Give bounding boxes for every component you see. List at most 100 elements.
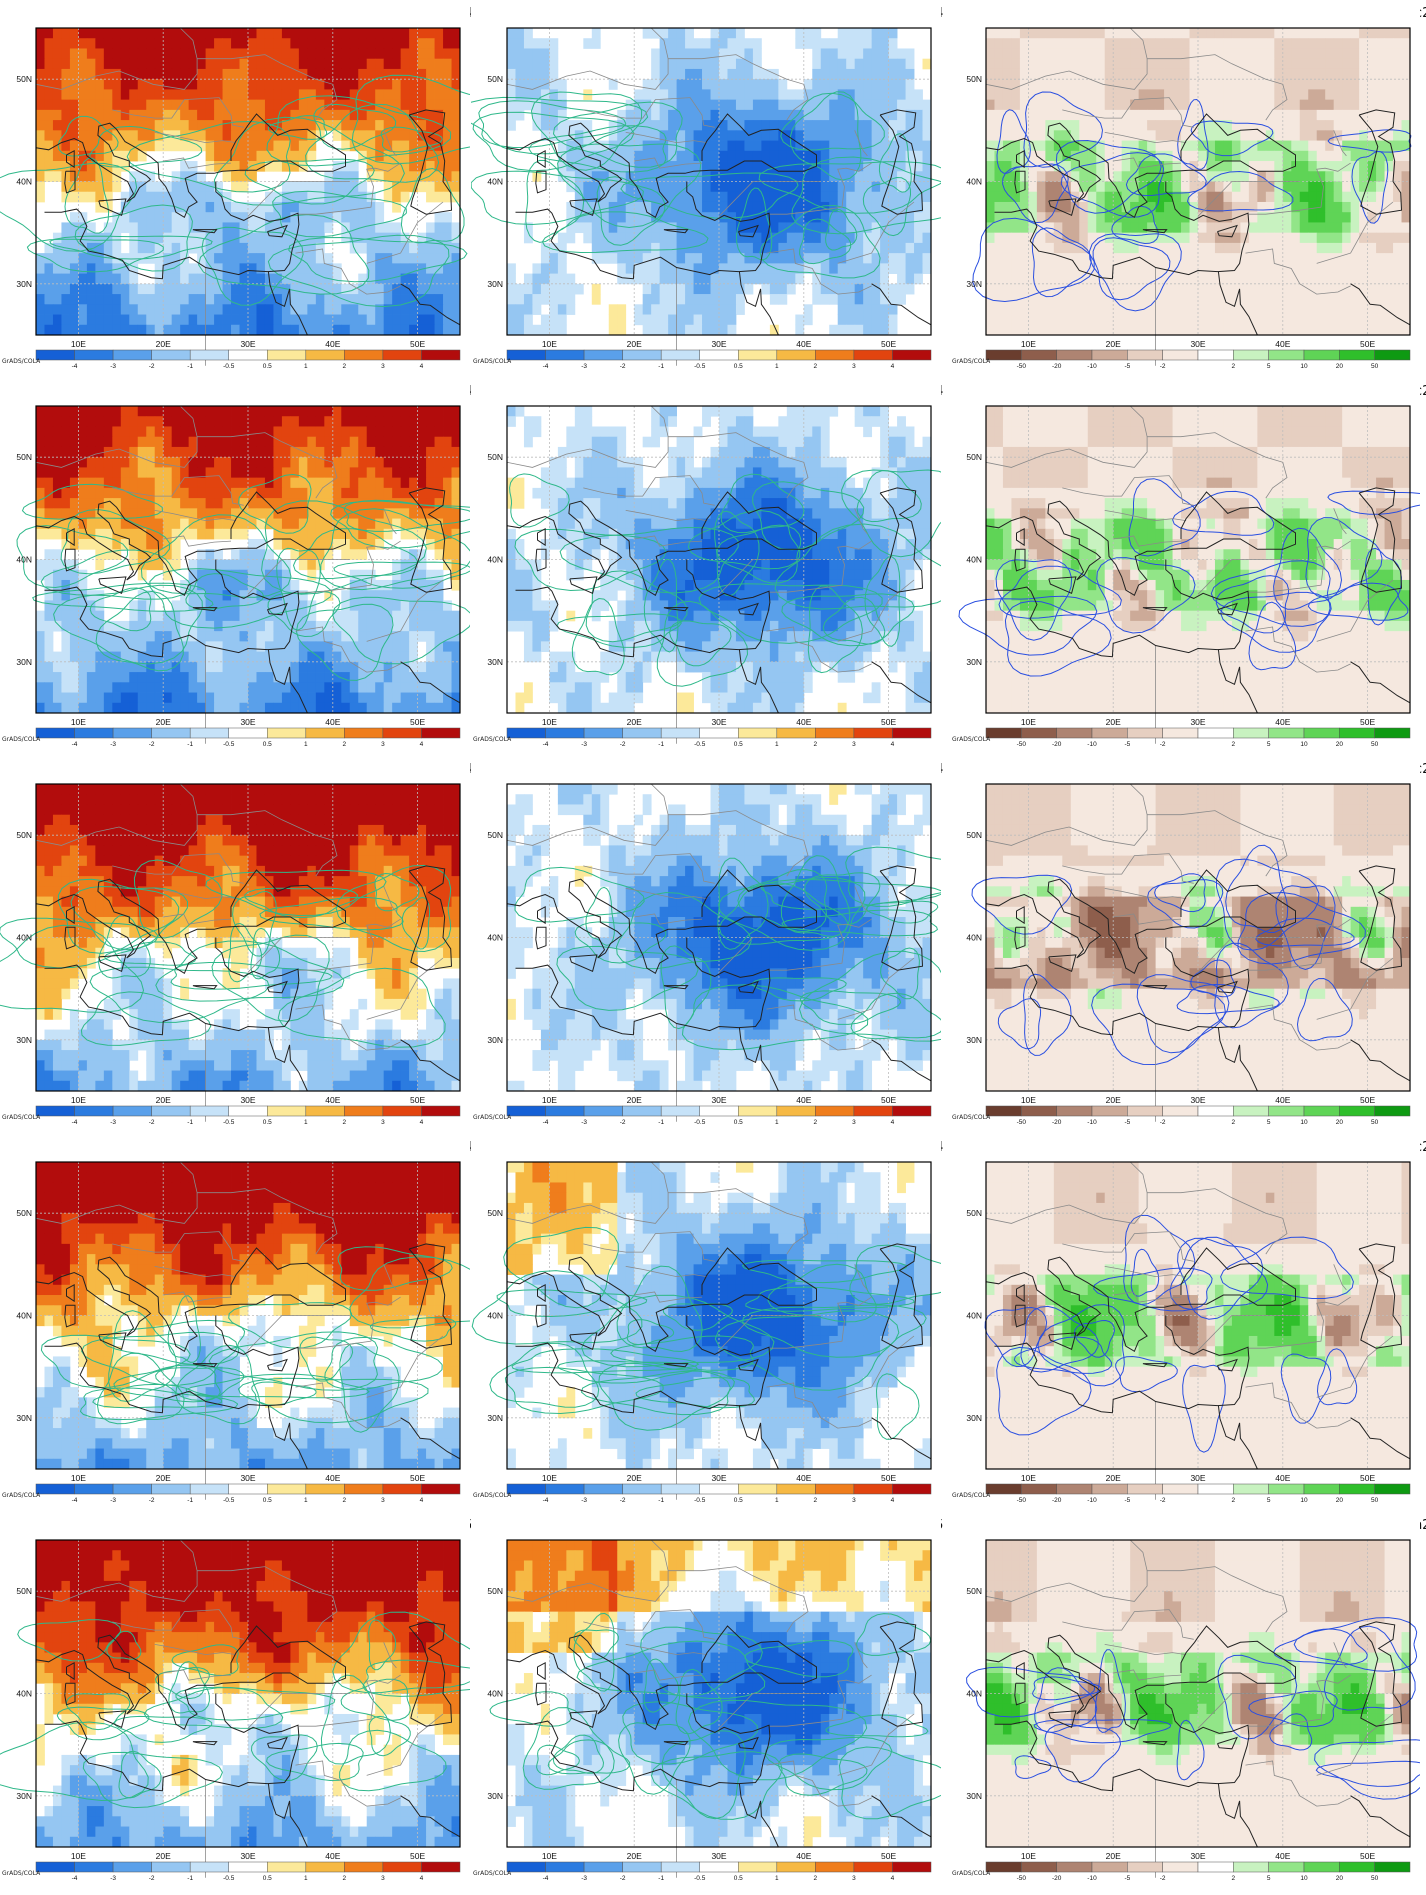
y-tick-label: 40N bbox=[16, 1311, 32, 1321]
colorbar-label: -2 bbox=[149, 363, 155, 370]
colorbar-swatch bbox=[1339, 349, 1375, 361]
colorbar-swatch bbox=[112, 1483, 152, 1495]
country-borders bbox=[506, 1539, 915, 1878]
map-frame bbox=[506, 1161, 932, 1470]
colorbar-swatch bbox=[622, 1483, 662, 1495]
colorbar-swatch bbox=[1056, 1483, 1093, 1495]
colorbar-swatch bbox=[583, 1861, 623, 1873]
colorbar-label: 0.5 bbox=[263, 1497, 272, 1504]
coastlines bbox=[506, 1243, 932, 1470]
colorbar-swatch bbox=[305, 727, 345, 739]
colorbar-label: -2 bbox=[149, 1497, 155, 1504]
colorbar-label: 0.5 bbox=[263, 1119, 272, 1126]
colorbar-label: -1 bbox=[187, 363, 193, 370]
colorbar-label: 10 bbox=[1300, 741, 1308, 748]
coastlines bbox=[35, 865, 461, 1092]
country-borders bbox=[506, 783, 915, 1122]
colorbar-swatch bbox=[506, 1861, 546, 1873]
colorbar-swatch bbox=[344, 1105, 384, 1117]
y-tick-label: 40N bbox=[487, 177, 503, 187]
colorbar-label: -0.5 bbox=[694, 1119, 706, 1126]
anomaly-field bbox=[507, 1162, 932, 1470]
colorbar-label: 3 bbox=[852, 1497, 856, 1504]
colorbar-swatch bbox=[1268, 1105, 1305, 1117]
colorbar-swatch bbox=[1339, 1105, 1375, 1117]
x-tick-label: 30E bbox=[711, 1095, 726, 1105]
colorbar-swatch bbox=[112, 349, 152, 361]
colorbar-swatch bbox=[421, 349, 461, 361]
colorbar-swatch bbox=[1303, 1861, 1340, 1873]
colorbar-label: -1 bbox=[658, 1119, 664, 1126]
map-plot: 10E 20E 30E 40E 50E 50N 40N 30N -4 -3 -2 -1 -0.5 0.5 1… bbox=[0, 0, 470, 370]
map-plot: 10E 20E 30E 40E 50E 50N 40N 30N -4 -3 -2 -1 -0.5 0.5 1… bbox=[0, 756, 470, 1126]
colorbar-label: 10 bbox=[1300, 363, 1308, 370]
colorbar-swatch bbox=[1374, 1861, 1411, 1873]
map-frame bbox=[506, 405, 932, 714]
map-frame bbox=[985, 1161, 1411, 1470]
colorbar-swatch bbox=[1233, 727, 1269, 739]
colorbar: -4 -3 -2 -1 -0.5 0.5 1 2 3 4 bbox=[35, 727, 461, 748]
map-panel: g08-273.1 tnecm-exf Padavine nedelja 3 p… bbox=[950, 756, 1426, 1135]
colorbar-label: -50 bbox=[1017, 1497, 1027, 1504]
colorbar-swatch bbox=[35, 727, 75, 739]
colorbar-swatch bbox=[583, 349, 623, 361]
colorbar-swatch bbox=[1021, 349, 1057, 361]
country-borders bbox=[985, 405, 1394, 744]
colorbar-label: 4 bbox=[420, 363, 424, 370]
colorbar-swatch bbox=[1374, 1483, 1411, 1495]
x-tick-label: 10E bbox=[542, 1851, 557, 1861]
colorbar-swatch bbox=[738, 1861, 778, 1873]
map-plot: 10E 20E 30E 40E 50E 50N 40N 30N -4 -3 -2 -1 -0.5 0.5 1… bbox=[471, 378, 941, 748]
colorbar-swatch bbox=[815, 1861, 855, 1873]
x-tick-label: 40E bbox=[325, 1851, 340, 1861]
y-tick-label: 40N bbox=[966, 1311, 982, 1321]
map-panel: g08-273.1 tnecm-exf Tmin nedelja 4 perio… bbox=[0, 1134, 472, 1513]
country-borders bbox=[985, 27, 1394, 366]
colorbar-swatch bbox=[660, 1483, 700, 1495]
x-tick-label: 30E bbox=[1190, 717, 1205, 727]
country-borders bbox=[35, 1161, 444, 1500]
x-tick-label: 20E bbox=[627, 339, 642, 349]
x-tick-label: 40E bbox=[1275, 339, 1290, 349]
colorbar-label: 5 bbox=[1267, 1497, 1271, 1504]
colorbar-swatch bbox=[1021, 727, 1057, 739]
y-tick-label: 30N bbox=[966, 1035, 982, 1045]
colorbar-swatch bbox=[189, 1105, 229, 1117]
colorbar-brand: GrADS/COLA bbox=[2, 736, 40, 743]
colorbar-swatch bbox=[421, 1483, 461, 1495]
x-tick-label: 50E bbox=[1360, 339, 1375, 349]
colorbar-label: -20 bbox=[1052, 1497, 1062, 1504]
colorbar-label: -2 bbox=[1160, 1119, 1166, 1126]
colorbar-swatch bbox=[74, 349, 114, 361]
colorbar-swatch bbox=[1162, 727, 1199, 739]
x-tick-label: 30E bbox=[240, 1473, 255, 1483]
map-frame bbox=[985, 405, 1411, 714]
colorbar-label: 0.5 bbox=[734, 1875, 743, 1882]
x-tick-label: 40E bbox=[1275, 717, 1290, 727]
map-plot: 10E 20E 30E 40E 50E 50N 40N 30N -50 -20 -10 -5 -2 2 5 1… bbox=[950, 1512, 1420, 1882]
anomaly-field bbox=[507, 1540, 932, 1848]
coastlines bbox=[985, 1621, 1411, 1848]
colorbar-label: 20 bbox=[1336, 1119, 1344, 1126]
colorbar-swatch bbox=[228, 1105, 268, 1117]
colorbar: -4 -3 -2 -1 -0.5 0.5 1 2 3 4 bbox=[506, 1105, 932, 1126]
colorbar: -50 -20 -10 -5 -2 2 5 10 20 50 bbox=[985, 349, 1411, 370]
map-panel: g08-273.1 tnecm-exf Tmax nedelja 5 perio… bbox=[471, 1512, 943, 1891]
colorbar-swatch bbox=[1091, 1105, 1128, 1117]
y-tick-label: 40N bbox=[966, 933, 982, 943]
colorbar-label: -20 bbox=[1052, 363, 1062, 370]
y-tick-label: 30N bbox=[966, 1413, 982, 1423]
colorbar-label: 5 bbox=[1267, 1875, 1271, 1882]
map-frame bbox=[985, 783, 1411, 1092]
colorbar-swatch bbox=[985, 1105, 1022, 1117]
colorbar-swatch bbox=[1056, 1105, 1093, 1117]
y-tick-label: 50N bbox=[16, 830, 32, 840]
colorbar-label: 2 bbox=[1232, 1119, 1236, 1126]
x-tick-label: 40E bbox=[796, 1095, 811, 1105]
colorbar-swatch bbox=[1197, 349, 1234, 361]
contour-lines bbox=[0, 859, 452, 1048]
x-tick-label: 20E bbox=[156, 1851, 171, 1861]
colorbar-label: -1 bbox=[187, 1119, 193, 1126]
colorbar-swatch bbox=[151, 727, 191, 739]
x-tick-label: 40E bbox=[796, 339, 811, 349]
